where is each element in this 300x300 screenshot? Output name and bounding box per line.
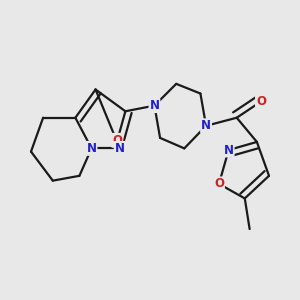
Text: N: N bbox=[201, 119, 211, 132]
Text: O: O bbox=[214, 177, 224, 190]
Text: N: N bbox=[149, 99, 159, 112]
Text: O: O bbox=[112, 134, 122, 147]
Text: N: N bbox=[86, 142, 97, 155]
Text: N: N bbox=[115, 142, 125, 155]
Text: O: O bbox=[256, 95, 266, 108]
Text: N: N bbox=[224, 143, 234, 157]
